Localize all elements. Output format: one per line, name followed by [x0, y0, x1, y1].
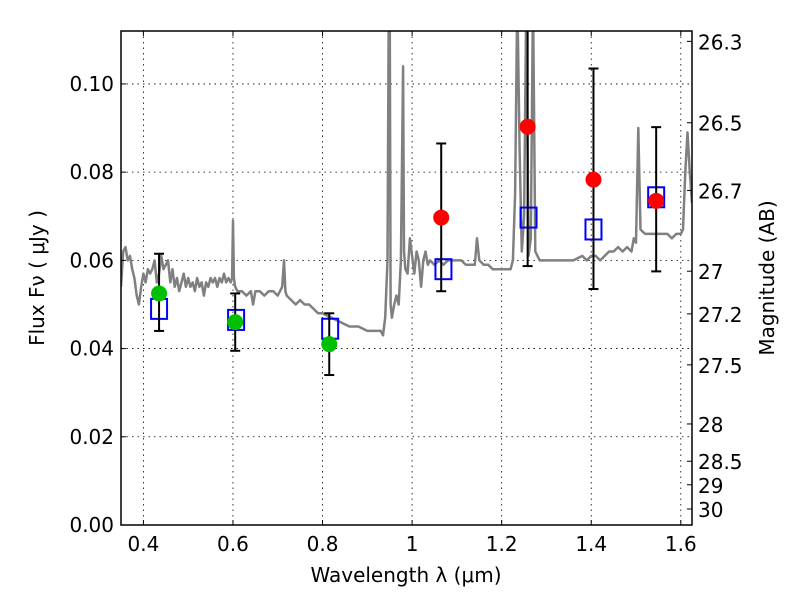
y-axis: 0.00 0.02 0.04 0.06 0.08 0.10: [69, 72, 126, 537]
right-tick-label: 27.2: [698, 303, 743, 327]
right-tick-label: 30: [698, 498, 723, 522]
right-tick-label: 27.5: [698, 354, 743, 378]
y-tick-label: 0.04: [69, 337, 114, 361]
right-tick-label: 26.5: [698, 112, 743, 136]
x-tick-label: 0.6: [217, 532, 249, 556]
green-data-point: [321, 336, 338, 353]
plot-frame: [120, 30, 693, 526]
x-tick-label: 1.2: [486, 532, 518, 556]
y-axis-label: Flux Fν ( μJy ): [25, 210, 49, 346]
x-tick-label: 0.4: [127, 532, 159, 556]
model-photometry-square: [434, 258, 453, 281]
right-tick-label: 28.5: [698, 450, 743, 474]
x-axis-label: Wavelength λ (μm): [310, 563, 501, 587]
right-tick-label: 28: [698, 413, 723, 437]
red-data-point: [648, 192, 665, 209]
x-axis: 0.4 0.6 0.8 1 1.2 1.4 1.6: [127, 31, 697, 556]
x-tick-label: 1.6: [665, 532, 697, 556]
x-tick-label: 1: [406, 532, 419, 556]
model-spectrum-line: [121, 31, 692, 337]
y-tick-label: 0.02: [69, 425, 114, 449]
right-tick-label: 26.3: [698, 30, 743, 54]
red-data-point: [433, 209, 450, 226]
y-tick-label: 0.06: [69, 248, 114, 272]
grid-lines: [121, 31, 692, 525]
x-tick-label: 0.8: [307, 532, 339, 556]
y-tick-label: 0.08: [69, 160, 114, 184]
green-data-point: [151, 285, 168, 302]
right-tick-label: 29: [698, 474, 723, 498]
red-data-point: [519, 118, 536, 135]
right-axis-label: Magnitude (AB): [755, 200, 779, 355]
plot-area: [121, 31, 692, 377]
red-data-point: [585, 171, 602, 188]
y-tick-label: 0.00: [69, 513, 114, 537]
green-data-point: [227, 314, 244, 331]
right-tick-label: 27: [698, 260, 723, 284]
x-tick-label: 1.4: [575, 532, 607, 556]
y-tick-label: 0.10: [69, 72, 114, 96]
right-tick-label: 26.7: [698, 179, 743, 203]
